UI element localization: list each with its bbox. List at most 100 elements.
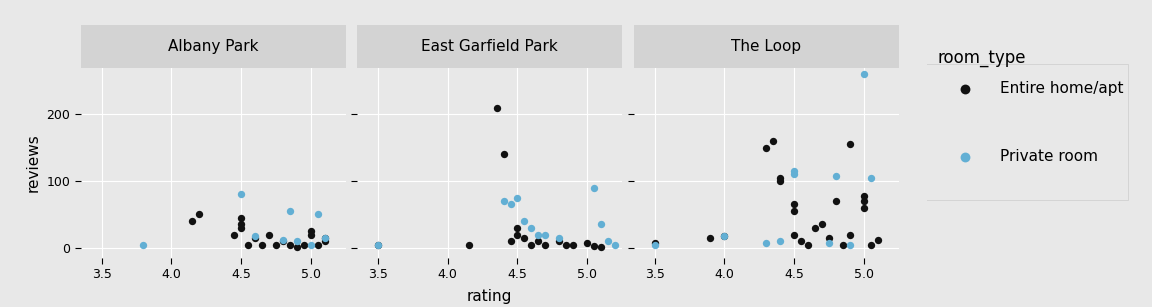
Point: [855, 193, 873, 198]
Point: [232, 215, 250, 220]
Point: [841, 142, 859, 147]
Point: [302, 229, 320, 234]
Point: [855, 205, 873, 210]
Point: [266, 242, 285, 247]
Point: [460, 242, 478, 247]
Point: [309, 242, 327, 247]
Point: [515, 235, 533, 240]
Point: [536, 232, 554, 237]
Point: [536, 242, 554, 247]
Point: [494, 199, 513, 204]
Point: [508, 225, 526, 230]
Point: [529, 232, 547, 237]
Point: [771, 175, 789, 180]
Point: [599, 239, 617, 244]
Point: [245, 235, 264, 240]
Point: [551, 235, 569, 240]
Point: [785, 172, 803, 177]
Point: [819, 240, 838, 245]
Point: [757, 240, 775, 245]
Point: [862, 175, 880, 180]
Point: [827, 199, 846, 204]
Point: [955, 154, 973, 159]
Point: [369, 242, 387, 247]
Point: [494, 152, 513, 157]
Point: [702, 235, 720, 240]
Point: [302, 242, 320, 247]
Text: Albany Park: Albany Park: [168, 39, 258, 53]
Text: rating: rating: [467, 289, 513, 304]
Point: [183, 219, 202, 223]
Point: [316, 235, 334, 240]
Point: [585, 243, 604, 248]
Point: [715, 233, 734, 238]
Point: [281, 209, 300, 214]
Point: [295, 242, 313, 247]
Point: [487, 105, 506, 110]
Point: [274, 239, 293, 244]
Point: [190, 212, 209, 217]
Point: [564, 242, 583, 247]
Point: [252, 242, 271, 247]
Point: [862, 242, 880, 247]
Point: [812, 222, 831, 227]
Point: [834, 242, 852, 247]
Point: [771, 239, 789, 244]
Point: [785, 169, 803, 173]
Point: [232, 222, 250, 227]
Point: [805, 225, 824, 230]
Point: [522, 225, 540, 230]
Text: East Garfield Park: East Garfield Park: [422, 39, 558, 53]
Point: [522, 242, 540, 247]
Point: [791, 239, 810, 244]
Point: [529, 239, 547, 244]
FancyBboxPatch shape: [923, 64, 1129, 200]
Point: [585, 185, 604, 190]
Point: [715, 233, 734, 238]
Text: The Loop: The Loop: [732, 39, 801, 53]
Point: [508, 232, 526, 237]
Point: [245, 233, 264, 238]
Point: [316, 235, 334, 240]
Point: [501, 239, 520, 244]
Point: [855, 72, 873, 77]
Point: [288, 239, 306, 244]
Point: [785, 232, 803, 237]
Point: [232, 192, 250, 197]
Point: [592, 222, 611, 227]
Point: [855, 199, 873, 204]
Point: [841, 232, 859, 237]
Point: [785, 202, 803, 207]
Point: [606, 242, 624, 247]
Point: [501, 202, 520, 207]
Point: [508, 195, 526, 200]
Point: [841, 242, 859, 247]
Point: [645, 242, 664, 247]
Text: room_type: room_type: [938, 49, 1026, 67]
Text: Entire home/apt: Entire home/apt: [1000, 81, 1123, 96]
Point: [798, 242, 817, 247]
Point: [274, 237, 293, 242]
Point: [134, 242, 152, 247]
Point: [316, 239, 334, 244]
Point: [757, 145, 775, 150]
Point: [259, 232, 278, 237]
Point: [827, 173, 846, 178]
Point: [955, 87, 973, 91]
Point: [592, 244, 611, 249]
Point: [869, 237, 887, 242]
Point: [238, 242, 257, 247]
Text: Private room: Private room: [1000, 150, 1098, 164]
Point: [771, 179, 789, 184]
Point: [288, 244, 306, 249]
Point: [764, 138, 782, 143]
Point: [551, 239, 569, 244]
Point: [645, 240, 664, 245]
Point: [369, 242, 387, 247]
Point: [558, 242, 576, 247]
Point: [225, 232, 243, 237]
Point: [819, 235, 838, 240]
Point: [578, 240, 597, 245]
Point: [515, 219, 533, 223]
Point: [785, 209, 803, 214]
